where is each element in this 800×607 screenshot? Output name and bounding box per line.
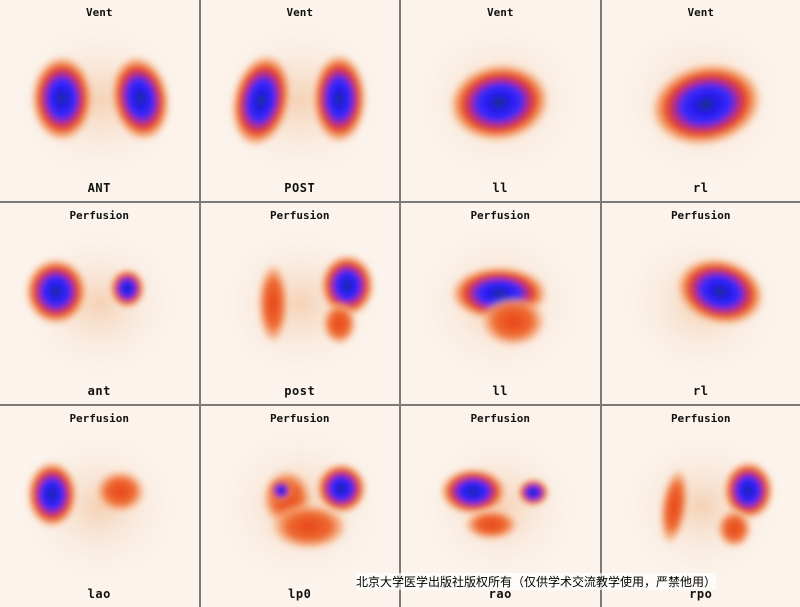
scan-image xyxy=(610,15,791,186)
view-label: ant xyxy=(87,384,111,398)
panel-perfusion-ll: Perfusion ll xyxy=(401,203,600,404)
panel-perfusion-ant: Perfusion ant xyxy=(0,203,199,404)
panel-title: Perfusion xyxy=(670,209,731,222)
panel-perfusion-rl: Perfusion rl xyxy=(601,203,800,404)
panel-title: Vent xyxy=(487,6,514,19)
panel-title: Perfusion xyxy=(269,412,330,425)
scan-image xyxy=(14,223,185,384)
scan-image xyxy=(214,223,385,384)
panel-title: Perfusion xyxy=(69,412,130,425)
view-label: rl xyxy=(693,181,709,195)
panel-title: Perfusion xyxy=(670,412,731,425)
panel-vent-rl: Vent rl xyxy=(601,0,800,201)
panel-vent-post: Vent POST xyxy=(200,0,399,201)
scan-image xyxy=(209,421,390,592)
scan-image xyxy=(14,426,185,587)
panel-title: Perfusion xyxy=(470,412,531,425)
panel-title: Vent xyxy=(286,6,314,19)
scan-image xyxy=(209,15,390,186)
copyright-notice: 北京大学医学出版社版权所有（仅供学术交流教学使用，严禁他用） xyxy=(356,573,717,590)
scan-image xyxy=(615,223,786,384)
view-label: lao xyxy=(87,587,111,601)
panel-vent-ll: Vent ll xyxy=(401,0,600,201)
view-label: post xyxy=(284,384,316,398)
panel-title: Vent xyxy=(687,6,715,19)
scan-image xyxy=(9,15,190,186)
scan-image xyxy=(615,426,786,587)
view-label: ANT xyxy=(87,181,111,195)
view-label: lp0 xyxy=(288,587,312,601)
panel-title: Perfusion xyxy=(69,209,130,222)
view-label: rl xyxy=(693,384,709,398)
view-label: rpo xyxy=(689,587,713,601)
view-label: rao xyxy=(488,587,512,601)
scan-image xyxy=(410,15,591,186)
view-label: ll xyxy=(492,181,508,195)
panel-vent-ant: Vent ANT xyxy=(0,0,199,201)
view-label: POST xyxy=(284,181,316,195)
view-label: ll xyxy=(492,384,508,398)
panel-title: Perfusion xyxy=(470,209,531,222)
scan-image xyxy=(410,218,591,389)
panel-title: Vent xyxy=(86,6,113,19)
panel-perfusion-lao: Perfusion lao xyxy=(0,406,199,607)
scan-image xyxy=(415,426,586,587)
panel-title: Perfusion xyxy=(269,209,330,222)
panel-perfusion-post: Perfusion post xyxy=(200,203,399,404)
